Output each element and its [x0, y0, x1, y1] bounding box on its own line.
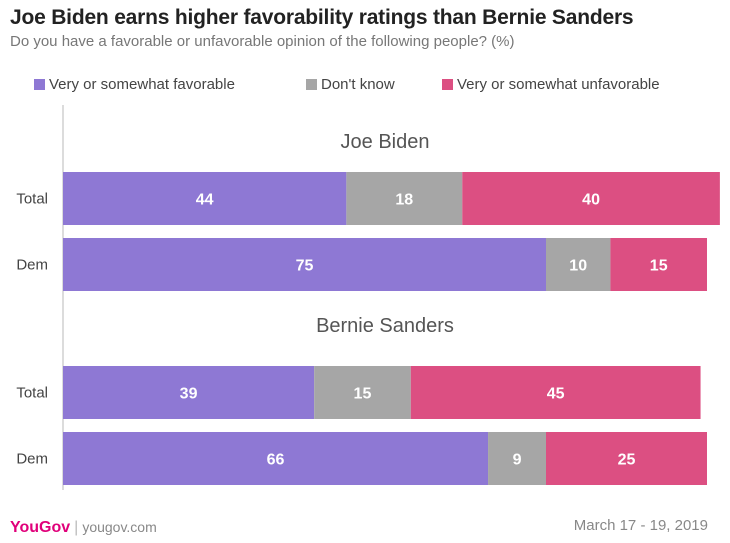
data-label: 45 [547, 386, 565, 403]
data-label: 9 [513, 452, 522, 469]
legend-swatch-unfavorable [442, 79, 453, 90]
row-label: Total [16, 191, 48, 208]
legend-label-unfavorable: Very or somewhat unfavorable [457, 76, 660, 93]
row-label: Dem [16, 451, 48, 468]
bar-segment [63, 172, 347, 225]
chart-subtitle: Do you have a favorable or unfavorable o… [10, 33, 515, 50]
legend-item-favorable: Very or somewhat favorable [34, 76, 235, 93]
bar-segment [346, 172, 463, 225]
data-label: 44 [196, 192, 214, 209]
bar-segment [63, 432, 489, 485]
bar-segment [546, 432, 707, 485]
bar-segment [410, 366, 701, 419]
legend-label-favorable: Very or somewhat favorable [49, 76, 235, 93]
row-label: Dem [16, 257, 48, 274]
legend-item-dont-know: Don't know [306, 76, 395, 93]
footer-separator: | [74, 519, 79, 536]
data-label: 10 [569, 258, 587, 275]
group-title: Bernie Sanders [316, 315, 454, 337]
data-label: 66 [267, 452, 285, 469]
group-title: Joe Biden [341, 131, 430, 153]
data-label: 18 [395, 192, 413, 209]
bar-segment [63, 238, 546, 291]
bar-segment [63, 366, 315, 419]
data-label: 40 [582, 192, 600, 209]
data-label: 75 [296, 258, 314, 275]
data-label: 15 [354, 386, 372, 403]
bar-segment [462, 172, 720, 225]
bar-segment [610, 238, 707, 291]
legend-swatch-dont-know [306, 79, 317, 90]
chart-title: Joe Biden earns higher favorability rati… [10, 6, 634, 29]
bar-segment [546, 238, 611, 291]
legend-item-unfavorable: Very or somewhat unfavorable [442, 76, 660, 93]
footer-url: yougov.com [82, 519, 157, 535]
data-label: 25 [618, 452, 636, 469]
yougov-logo: YouGov | yougov.com [10, 519, 157, 537]
legend-label-dont-know: Don't know [321, 76, 395, 93]
data-label: 15 [650, 258, 668, 275]
survey-date: March 17 - 19, 2019 [573, 517, 708, 534]
bar-segment [488, 432, 546, 485]
logo-text: YouGov [10, 519, 71, 536]
bar-segment [314, 366, 411, 419]
legend-swatch-favorable [34, 79, 45, 90]
row-label: Total [16, 385, 48, 402]
data-label: 39 [180, 386, 198, 403]
